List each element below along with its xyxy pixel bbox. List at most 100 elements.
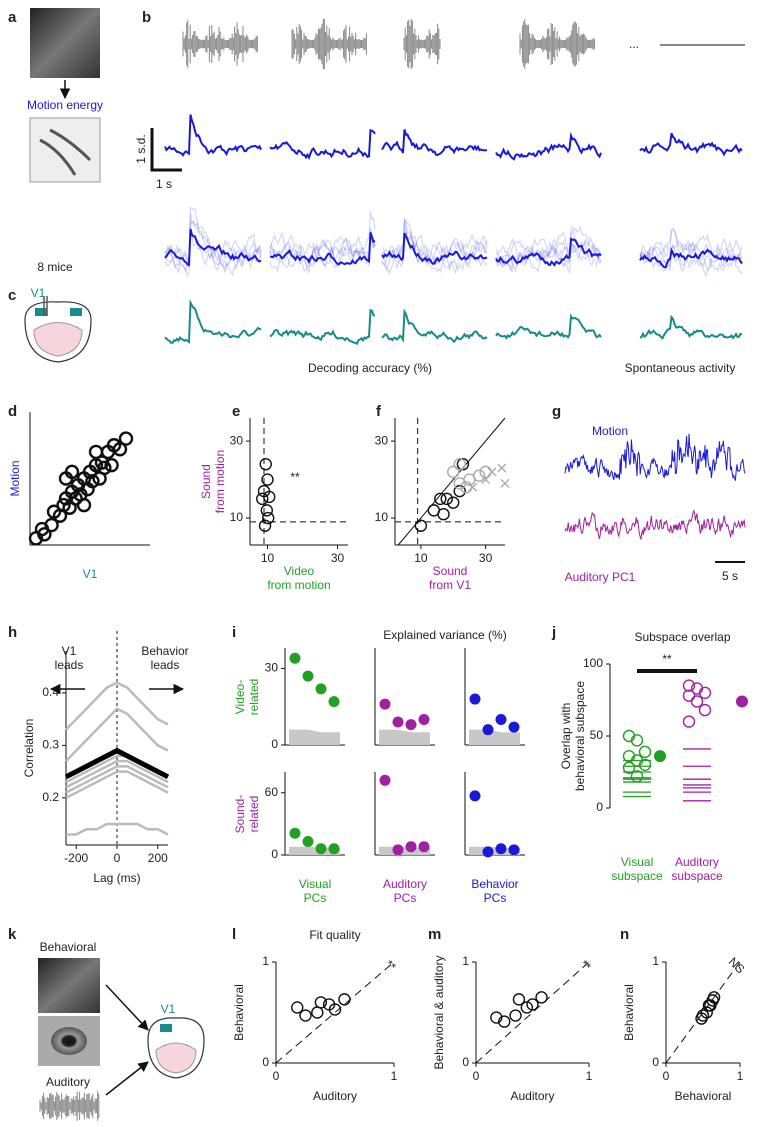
y-axis-label: Soundfrom motion — [199, 450, 227, 513]
point — [481, 475, 491, 485]
line — [65, 770, 169, 799]
point — [453, 477, 466, 490]
scale-x-label: 1 s — [156, 177, 172, 191]
line — [65, 681, 169, 731]
trace — [381, 308, 488, 344]
dot — [302, 836, 314, 848]
dot — [302, 670, 314, 682]
point — [497, 463, 507, 473]
panel-label: k — [8, 926, 17, 943]
panel-label: b — [142, 9, 151, 26]
point — [512, 993, 526, 1006]
x-axis-label: Auditory — [510, 1089, 554, 1103]
column-label: Visual PCs — [299, 877, 331, 905]
point — [509, 1009, 522, 1022]
dot — [328, 696, 340, 708]
shuffle-area — [379, 846, 430, 855]
panel-label: i — [232, 624, 236, 641]
point — [291, 1001, 304, 1014]
x-tick-label: 30 — [331, 551, 345, 565]
spontaneous-title: Spontaneous activity — [625, 361, 736, 375]
line — [65, 759, 169, 789]
trace — [269, 308, 376, 346]
y-tick-label: 100 — [583, 656, 603, 670]
dot — [315, 843, 327, 855]
y-tick-label: 1 — [652, 954, 659, 968]
line — [65, 765, 169, 794]
y-tick-label: 30 — [265, 661, 279, 675]
column-label: Auditory PCs — [383, 877, 427, 905]
dot — [405, 841, 417, 853]
point — [447, 465, 460, 479]
trace — [269, 210, 376, 275]
dot — [289, 652, 301, 664]
y-tick-label: 30 — [230, 433, 244, 447]
dot — [405, 719, 417, 731]
y-tick-label: 10 — [375, 510, 389, 524]
sound-waveform — [39, 1091, 100, 1121]
y-tick-label: 1 — [262, 954, 269, 968]
point — [682, 689, 696, 702]
panel-label: e — [232, 403, 240, 420]
point — [97, 460, 112, 476]
y-tick-label: 50 — [590, 728, 604, 742]
y-axis-label: Motion — [8, 460, 22, 496]
i-title: Explained variance (%) — [383, 628, 506, 642]
point — [434, 492, 447, 506]
dot — [379, 774, 391, 786]
point — [299, 1009, 312, 1022]
line — [66, 822, 169, 836]
brain-diagram — [24, 296, 92, 363]
annotation: V1 leads — [55, 644, 84, 672]
y-tick-label: 30 — [375, 433, 389, 447]
shuffle-area — [289, 846, 340, 855]
point — [453, 457, 466, 471]
y-tick-label: 0.4 — [42, 685, 59, 699]
mean-point — [736, 695, 748, 708]
motion-energy-pattern — [39, 128, 92, 176]
dot — [392, 716, 404, 728]
trace — [269, 232, 376, 269]
dot — [508, 844, 520, 856]
y-tick-label: 0 — [262, 1055, 269, 1069]
panel-label: m — [428, 926, 441, 943]
trace — [164, 228, 262, 267]
point — [263, 490, 276, 504]
point — [468, 482, 478, 492]
category-label: Auditory subspace — [671, 855, 723, 883]
panel-label: a — [8, 9, 17, 26]
dot — [315, 683, 327, 695]
point — [311, 1006, 324, 1019]
trace-label: Auditory PC1 — [565, 570, 636, 584]
y-tick-label: 0 — [271, 737, 278, 751]
dot — [469, 693, 481, 705]
line — [64, 747, 170, 780]
y-tick-label: 0 — [462, 1055, 469, 1069]
point — [698, 703, 712, 717]
point — [258, 519, 272, 532]
point — [638, 758, 652, 771]
point — [88, 444, 104, 460]
v1-label: V1 — [31, 286, 46, 300]
dot — [418, 713, 430, 725]
trace — [269, 232, 376, 266]
sound-waveform — [291, 18, 367, 70]
y-axis-label: Behavioral & auditory — [432, 955, 446, 1069]
dot — [379, 698, 391, 710]
point — [526, 998, 539, 1011]
significance: ** — [290, 470, 300, 484]
identity-line — [665, 961, 741, 1064]
point — [696, 1009, 710, 1022]
x-tick-label: 10 — [414, 551, 428, 565]
trace — [495, 313, 602, 340]
annotation: Behavior leads — [141, 644, 188, 672]
point — [453, 484, 466, 498]
dot — [495, 843, 507, 855]
point — [260, 504, 273, 517]
trace — [639, 132, 743, 157]
point — [44, 517, 59, 533]
point — [118, 431, 134, 446]
trace — [495, 225, 602, 273]
x-tick-label: 1 — [391, 1069, 398, 1083]
